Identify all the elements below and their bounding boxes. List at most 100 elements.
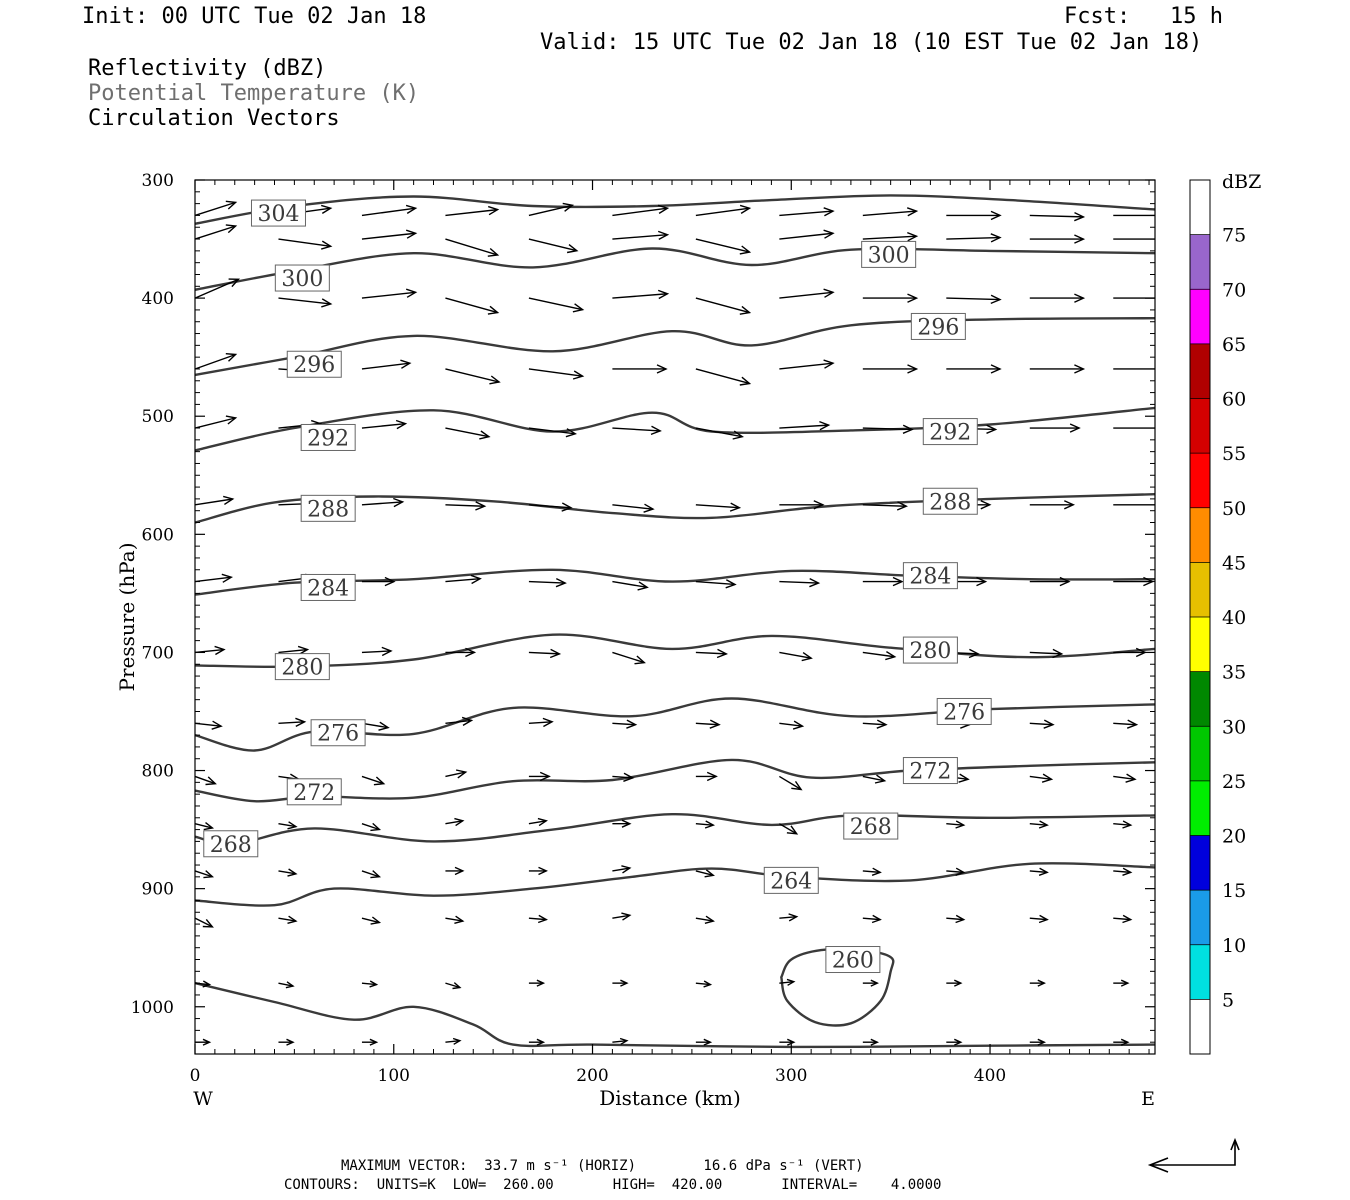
- contour-label: 284: [307, 576, 349, 601]
- circulation-vector: [612, 234, 668, 240]
- vector-arrow-head: [906, 207, 919, 217]
- vector-arrow-head: [819, 420, 831, 431]
- contour-label-box: [300, 573, 356, 601]
- circulation-vector: [1029, 214, 1084, 218]
- vector-arrow-head: [656, 364, 668, 374]
- vector-arrow-head: [1125, 773, 1137, 783]
- x-tick-label: 300: [775, 1066, 807, 1086]
- y-tick-label: 1000: [131, 998, 174, 1018]
- vector-arrow-head: [1120, 979, 1130, 987]
- circulation-vector: [946, 297, 1000, 301]
- vector-arrow-head: [405, 288, 418, 298]
- circulation-vector: [1029, 870, 1048, 874]
- contour-label: 268: [850, 815, 892, 840]
- colorbar-label: 40: [1222, 607, 1246, 629]
- vector-arrow-head: [1038, 867, 1049, 876]
- vector-arrow-head: [321, 204, 333, 214]
- circulation-vector: [1113, 722, 1137, 726]
- vector-arrow-head: [1074, 293, 1086, 303]
- circulation-vector: [194, 353, 236, 370]
- vector-arrow-head: [561, 502, 573, 512]
- vector-arrow-head: [1122, 914, 1133, 924]
- colorbar-label: 15: [1222, 880, 1246, 902]
- y-tick-label: 900: [142, 880, 174, 900]
- circulation-vector: [1029, 722, 1054, 726]
- vector-arrow-head: [1059, 576, 1071, 587]
- circulation-vector: [278, 297, 331, 305]
- circulation-vector: [779, 232, 834, 240]
- colorbar-label: 30: [1222, 716, 1246, 738]
- vector-arrow-head: [657, 204, 670, 214]
- vector-arrow-head: [549, 648, 562, 659]
- circulation-vector: [278, 822, 296, 828]
- vector-arrow-head: [823, 229, 835, 239]
- vector-arrow-head: [1074, 364, 1086, 374]
- circulation-vector: [946, 917, 964, 921]
- circulation-vector: [612, 293, 668, 299]
- vector-arrow-head: [202, 1038, 212, 1046]
- circulation-vector: [612, 1040, 627, 1043]
- colorbar-segment: [1190, 944, 1210, 1000]
- colorbar: 5 10 15 20 25 30 35 40 45 50 55 60 65 70 75 dBZ: [1189, 171, 1261, 1055]
- vector-arrow-head: [990, 294, 1002, 305]
- colorbar-segment: [1190, 726, 1210, 781]
- circulation-vector: [695, 982, 711, 986]
- vector-arrow-head: [787, 1038, 796, 1046]
- vector-arrow-head: [225, 415, 238, 425]
- circulation-vector: [528, 820, 547, 825]
- circulation-vector: [445, 1040, 461, 1043]
- circulation-vector: [695, 427, 743, 438]
- contour-label-box: [922, 418, 978, 446]
- vector-arrow-head: [1064, 500, 1076, 510]
- init-time: Init: 00 UTC Tue 02 Jan 18: [82, 4, 427, 29]
- circulation-vector: [612, 914, 630, 919]
- vector-arrow-head: [1122, 867, 1133, 876]
- vector-arrow-head: [968, 648, 980, 659]
- contour-label: 264: [770, 869, 812, 894]
- circulation-vector: [695, 504, 740, 509]
- circulation-vector: [445, 427, 490, 438]
- vector-arrow-head: [1074, 211, 1086, 222]
- circulation-vector: [528, 204, 573, 217]
- vector-arrow-head: [539, 771, 551, 782]
- vector-arrow-head: [896, 501, 908, 511]
- vector-arrow-head: [990, 233, 1002, 243]
- vector-arrow-head: [287, 821, 298, 830]
- vector-arrow-head: [1052, 648, 1064, 659]
- vector-arrow-head: [454, 866, 465, 876]
- circulation-vector: [1113, 870, 1131, 874]
- circulation-vector: [445, 719, 472, 724]
- x-tick-label: 200: [576, 1066, 608, 1086]
- circulation-vector: [445, 982, 461, 989]
- vector-arrow-head: [958, 773, 970, 783]
- vector-arrow-head: [801, 652, 813, 662]
- circulation-vector: [612, 867, 630, 872]
- vector-arrow-head: [202, 918, 214, 928]
- vector-arrow-head: [704, 915, 715, 924]
- reference-vector-path: [1152, 1142, 1236, 1166]
- colorbar-label: 25: [1222, 771, 1246, 793]
- circulation-vector: [612, 504, 654, 510]
- circulation-vector: [528, 238, 577, 252]
- vector-arrow-head: [369, 1038, 379, 1046]
- contour-label-box: [286, 350, 342, 378]
- contour-label-box: [274, 653, 330, 681]
- vector-arrow-head: [295, 717, 307, 728]
- colorbar-label: 35: [1222, 662, 1246, 684]
- x-tick-label: 100: [378, 1066, 410, 1086]
- vector-arrow-head: [400, 359, 412, 369]
- vector-arrow-head: [739, 376, 752, 386]
- colorbar-label: 60: [1222, 389, 1246, 411]
- vector-arrow-head: [405, 229, 418, 239]
- circulation-vector: [1029, 775, 1052, 781]
- circulation-vector: [528, 297, 583, 311]
- circulation-vector: [612, 651, 645, 664]
- vector-arrow-head: [555, 577, 567, 588]
- vector-arrow-head: [566, 244, 579, 254]
- circulation-vector: [862, 427, 913, 431]
- circulation-vector: [278, 648, 308, 654]
- vector-arrow-head: [704, 869, 715, 878]
- circulation-vector: [194, 225, 236, 240]
- vector-arrow-head: [907, 293, 919, 303]
